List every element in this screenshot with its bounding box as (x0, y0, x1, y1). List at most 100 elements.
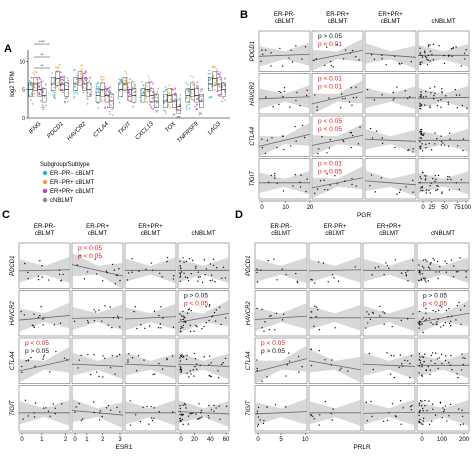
data-point (421, 185, 423, 188)
panel-a-legend: Subgroup/Subtype ER−PR− cBLMT ER−PR+ cBLM… (40, 162, 95, 204)
data-point (381, 94, 383, 96)
data-point (447, 103, 450, 105)
strip-point (62, 91, 64, 94)
data-point (319, 414, 321, 416)
strip-point (101, 89, 104, 92)
x-tick-label: 0 (421, 205, 425, 211)
strip-point (165, 99, 168, 101)
strip-point (186, 96, 188, 98)
data-point (421, 318, 423, 321)
strip-point (107, 95, 110, 98)
strip-point (109, 92, 112, 95)
data-point (330, 64, 333, 67)
data-point (344, 49, 347, 51)
data-point (196, 418, 199, 420)
data-point (173, 275, 175, 277)
strip-point (105, 90, 108, 92)
confidence-band (363, 352, 415, 380)
strip-point (89, 93, 91, 96)
strip-point (41, 106, 43, 109)
data-point (313, 325, 315, 327)
data-point (180, 327, 182, 330)
strip-point (54, 94, 56, 96)
data-point (49, 371, 51, 373)
strip-point (141, 81, 143, 83)
strip-point (96, 101, 98, 104)
data-point (182, 310, 184, 312)
data-point (420, 279, 423, 281)
data-point (321, 135, 323, 138)
data-point (99, 410, 102, 412)
data-point (370, 53, 373, 56)
data-point (267, 181, 270, 184)
data-point (316, 109, 318, 111)
column-header: ER-PR- (270, 223, 291, 230)
data-point (438, 271, 440, 273)
data-point (379, 305, 381, 308)
strip-point (222, 97, 225, 99)
data-point (81, 418, 84, 420)
strip-point (142, 84, 145, 86)
strip-point (200, 113, 203, 116)
strip-point (150, 105, 152, 108)
data-point (83, 278, 86, 280)
data-point (166, 357, 168, 360)
data-point (117, 315, 119, 317)
data-point (54, 412, 56, 415)
data-point (462, 138, 465, 140)
legend-swatch (42, 170, 48, 176)
data-point (42, 358, 44, 360)
data-point (161, 275, 163, 278)
strip-point (40, 80, 42, 83)
data-point (419, 362, 422, 364)
data-point (182, 324, 184, 327)
x-tick-label: 40 (207, 437, 214, 443)
data-point (347, 370, 349, 372)
p-value-annotation: p < 0.01 (318, 41, 342, 48)
data-point (195, 413, 197, 415)
regression-line (177, 363, 230, 367)
x-tick-label: 100 (437, 437, 448, 443)
data-point (215, 407, 217, 409)
data-point (428, 189, 430, 192)
strip-point (30, 84, 32, 87)
strip-point (216, 72, 219, 75)
data-point (448, 189, 451, 191)
strip-point (207, 73, 210, 75)
strip-point (149, 89, 152, 92)
data-point (295, 99, 297, 102)
strip-point (28, 83, 30, 85)
data-point (420, 137, 423, 139)
strip-point (83, 82, 86, 84)
data-point (127, 272, 130, 274)
data-point (452, 46, 455, 49)
data-point (460, 323, 462, 326)
strip-point (218, 73, 221, 76)
data-point (63, 357, 66, 359)
data-point (316, 188, 319, 190)
data-point (288, 352, 290, 354)
data-point (39, 259, 41, 262)
data-point (179, 411, 182, 413)
data-point (437, 318, 439, 320)
strip-point (42, 91, 44, 93)
data-point (310, 348, 312, 350)
strip-point (103, 99, 106, 102)
data-point (183, 272, 185, 274)
strip-point (73, 95, 76, 98)
strip-point (147, 89, 150, 92)
strip-point (223, 78, 226, 80)
data-point (434, 132, 436, 134)
data-point (86, 271, 89, 273)
data-point (93, 401, 95, 403)
data-point (379, 315, 381, 317)
data-point (460, 65, 463, 67)
data-point (404, 90, 406, 92)
data-point (208, 375, 210, 377)
data-point (459, 257, 461, 259)
data-point (290, 145, 292, 147)
panel-letter-b: B (240, 9, 248, 21)
data-point (298, 371, 300, 373)
data-point (299, 186, 302, 188)
strip-point (152, 91, 154, 93)
